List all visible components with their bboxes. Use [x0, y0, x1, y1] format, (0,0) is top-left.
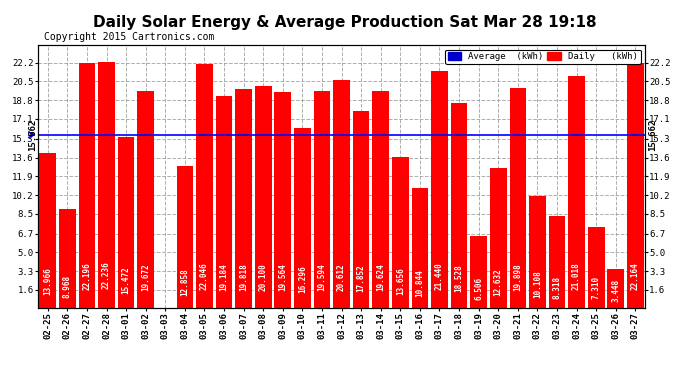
Text: 16.296: 16.296: [298, 266, 307, 293]
Bar: [607, 270, 624, 308]
Text: 6.506: 6.506: [474, 277, 483, 300]
Text: 12.858: 12.858: [180, 268, 189, 296]
Text: 22.236: 22.236: [102, 262, 111, 290]
Bar: [98, 62, 115, 308]
Bar: [471, 236, 487, 308]
Text: 12.632: 12.632: [494, 268, 503, 296]
Text: 13.966: 13.966: [43, 267, 52, 295]
Text: 18.528: 18.528: [455, 264, 464, 292]
Bar: [79, 63, 95, 308]
Bar: [588, 227, 604, 308]
Text: 22.164: 22.164: [631, 262, 640, 290]
Text: 19.672: 19.672: [141, 263, 150, 291]
Bar: [451, 103, 467, 308]
Bar: [118, 137, 135, 308]
Text: 15.662: 15.662: [28, 118, 37, 151]
Bar: [137, 90, 154, 308]
Bar: [294, 128, 310, 308]
Text: 7.310: 7.310: [592, 276, 601, 299]
Text: 3.448: 3.448: [611, 279, 620, 302]
Legend: Average  (kWh), Daily   (kWh): Average (kWh), Daily (kWh): [445, 50, 640, 64]
Text: 19.898: 19.898: [513, 263, 522, 291]
Bar: [509, 88, 526, 308]
Text: 20.612: 20.612: [337, 263, 346, 291]
Bar: [255, 86, 272, 308]
Bar: [39, 153, 56, 308]
Bar: [392, 157, 408, 308]
Bar: [373, 91, 389, 308]
Bar: [411, 188, 428, 308]
Text: 8.318: 8.318: [553, 276, 562, 298]
Text: 15.662: 15.662: [648, 118, 657, 151]
Text: 10.108: 10.108: [533, 270, 542, 297]
Bar: [333, 80, 350, 308]
Bar: [569, 76, 585, 307]
Text: 19.184: 19.184: [219, 264, 228, 291]
Text: 19.594: 19.594: [317, 264, 326, 291]
Text: 15.472: 15.472: [121, 266, 130, 294]
Bar: [196, 64, 213, 308]
Text: 22.196: 22.196: [82, 262, 91, 290]
Text: 20.100: 20.100: [259, 263, 268, 291]
Text: 22.046: 22.046: [200, 262, 209, 290]
Text: Daily Solar Energy & Average Production Sat Mar 28 19:18: Daily Solar Energy & Average Production …: [93, 15, 597, 30]
Text: 17.852: 17.852: [357, 265, 366, 292]
Text: 13.656: 13.656: [396, 267, 405, 295]
Text: Copyright 2015 Cartronics.com: Copyright 2015 Cartronics.com: [44, 32, 215, 42]
Bar: [275, 92, 291, 308]
Text: 21.018: 21.018: [572, 262, 581, 290]
Bar: [314, 92, 331, 308]
Bar: [490, 168, 506, 308]
Bar: [549, 216, 565, 308]
Bar: [627, 63, 644, 308]
Bar: [529, 196, 546, 308]
Text: 19.564: 19.564: [278, 264, 287, 291]
Bar: [353, 111, 369, 308]
Text: 19.818: 19.818: [239, 263, 248, 291]
Text: 10.844: 10.844: [415, 269, 424, 297]
Text: 19.624: 19.624: [376, 264, 385, 291]
Bar: [59, 209, 76, 308]
Bar: [431, 71, 448, 308]
Bar: [216, 96, 233, 308]
Bar: [235, 89, 252, 308]
Text: 21.440: 21.440: [435, 262, 444, 290]
Bar: [177, 166, 193, 308]
Text: 8.968: 8.968: [63, 275, 72, 298]
